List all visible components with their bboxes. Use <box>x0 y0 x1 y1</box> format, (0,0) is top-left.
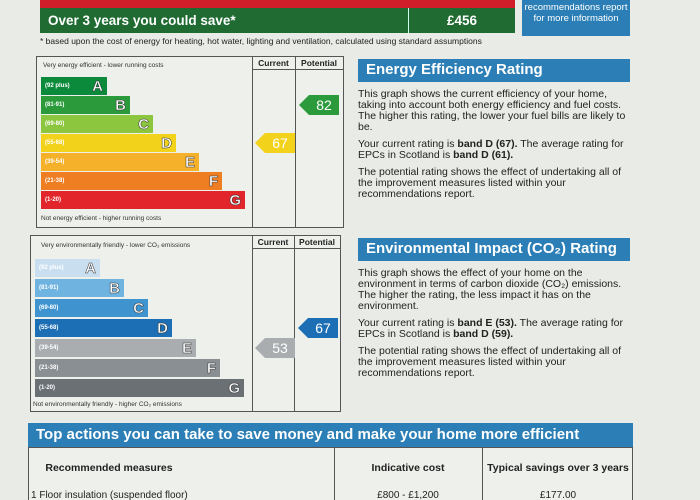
band-range: (55-68) <box>39 325 59 331</box>
band-f: (21-38) F <box>41 172 222 190</box>
ei-current-rating: Your current rating is band E (53). The … <box>358 317 623 340</box>
header-measures: Recommended measures <box>45 462 173 474</box>
header-savings: Typical savings over 3 years <box>487 462 629 474</box>
band-letter: B <box>115 96 126 114</box>
band-range: (92 plus) <box>39 265 64 271</box>
band-letter: A <box>92 77 103 95</box>
band-b: (81-91) B <box>35 279 124 297</box>
band-letter: A <box>85 259 96 277</box>
savings-amount: £456 <box>408 8 515 33</box>
eer-potential-note: The potential rating shows the effect of… <box>358 166 622 200</box>
band-range: (21-38) <box>45 178 65 184</box>
band-c: (69-80) C <box>35 299 148 317</box>
current-rating-value: 53 <box>272 340 288 356</box>
ei-potential-note: The potential rating shows the effect of… <box>358 345 622 379</box>
band-f: (21-38) F <box>35 359 220 377</box>
band-letter: G <box>229 191 241 209</box>
band-d: (55-68) D <box>41 134 176 152</box>
band-range: (1-20) <box>45 197 62 203</box>
chart-top-label: Very environmentally friendly - lower CO… <box>41 242 191 249</box>
col-potential-header: Potential <box>299 237 335 247</box>
col-current-header: Current <box>257 237 289 247</box>
band-letter: F <box>206 359 217 377</box>
band-range: (21-38) <box>39 365 59 371</box>
row-1-savings: £177.00 <box>539 490 577 500</box>
band-e: (39-54) E <box>41 153 199 171</box>
band-a: (92 plus) A <box>35 259 100 277</box>
eer-current-rating: Your current rating is band D (67). The … <box>358 138 624 161</box>
band-range: (69-80) <box>45 121 65 127</box>
band-letter: B <box>109 279 120 297</box>
band-letter: E <box>181 339 193 357</box>
rating-strip-red-right <box>408 0 515 8</box>
row-1-measure: 1 Floor insulation (suspended floor) <box>31 490 188 500</box>
header-cost: Indicative cost <box>371 462 445 474</box>
potential-rating-arrow: 82 <box>299 95 339 115</box>
band-letter: C <box>138 115 149 133</box>
band-range: (55-68) <box>45 140 65 146</box>
top-actions-title: Top actions you can take to save money a… <box>28 423 633 447</box>
potential-rating-value: 82 <box>316 97 332 113</box>
energy-efficiency-panel: Energy Efficiency Rating This graph show… <box>358 59 630 206</box>
band-b: (81-91) B <box>41 96 130 114</box>
chart-bottom-label: Not environmentally friendly - higher CO… <box>33 401 182 408</box>
band-range: (81-91) <box>45 102 65 108</box>
band-e: (39-54) E <box>35 339 196 357</box>
band-letter: E <box>184 153 196 171</box>
potential-rating-value: 67 <box>315 320 331 336</box>
band-range: (39-54) <box>45 159 65 165</box>
band-range: (69-80) <box>39 305 59 311</box>
band-letter: D <box>161 134 172 152</box>
band-letter: F <box>208 172 219 190</box>
ei-description: This graph shows the effect of your home… <box>358 267 622 312</box>
recommendations-note: recommendations report for more informat… <box>522 0 630 36</box>
potential-rating-arrow: 67 <box>298 318 338 338</box>
band-letter: C <box>133 299 144 317</box>
chart-top-label: Very energy efficient - lower running co… <box>43 62 164 69</box>
row-1-cost: £800 - £1,200 <box>377 490 439 500</box>
band-range: (92 plus) <box>45 83 70 89</box>
current-rating-arrow: 53 <box>255 338 295 358</box>
environmental-impact-panel: Environmental Impact (CO₂) Rating This g… <box>358 238 630 385</box>
savings-bar: Over 3 years you could save* £456 <box>40 8 515 33</box>
energy-efficiency-title: Energy Efficiency Rating <box>358 59 630 82</box>
band-a: (92 plus) A <box>41 77 107 95</box>
band-letter: G <box>228 379 240 397</box>
savings-footnote: * based upon the cost of energy for heat… <box>40 36 482 46</box>
band-range: (81-91) <box>39 285 59 291</box>
band-range: (39-54) <box>39 345 59 351</box>
rating-strip-red <box>40 0 408 8</box>
band-d: (55-68) D <box>35 319 172 337</box>
band-g: (1-20) G <box>35 379 244 397</box>
band-c: (69-80) C <box>41 115 153 133</box>
environmental-impact-title: Environmental Impact (CO₂) Rating <box>358 238 630 261</box>
band-letter: D <box>157 319 168 337</box>
energy-efficiency-chart: Current Potential Very energy efficient … <box>36 56 344 228</box>
col-current-header: Current <box>258 58 289 68</box>
current-rating-arrow: 67 <box>255 133 295 153</box>
current-rating-value: 67 <box>272 135 288 151</box>
col-potential-header: Potential <box>301 58 337 68</box>
eer-description: This graph shows the current efficiency … <box>358 88 626 133</box>
band-range: (1-20) <box>39 385 56 391</box>
band-g: (1-20) G <box>41 191 245 209</box>
environmental-impact-chart: Current Potential Very environmentally f… <box>30 235 341 412</box>
chart-bottom-label: Not energy efficient - higher running co… <box>41 215 162 222</box>
recommended-measures-table: Recommended measures Indicative cost Typ… <box>28 447 633 500</box>
savings-label: Over 3 years you could save* <box>48 13 236 28</box>
